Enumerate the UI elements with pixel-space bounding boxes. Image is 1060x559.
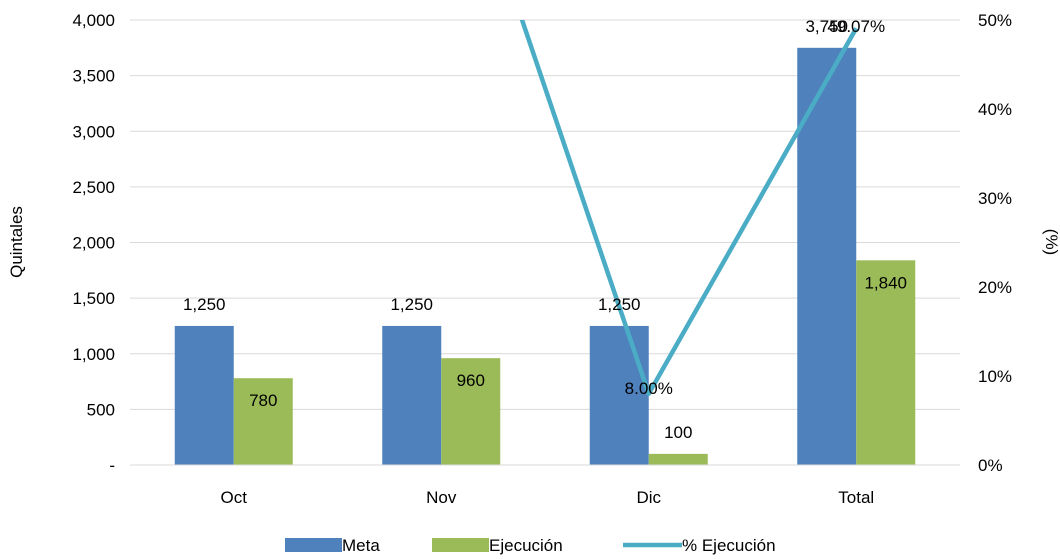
y2-tick-label: 50% <box>978 11 1012 30</box>
bar-data-label: 780 <box>249 391 277 410</box>
x-tick-label: Nov <box>426 488 457 507</box>
x-tick-label: Oct <box>221 488 248 507</box>
bar-meta <box>589 325 649 465</box>
bar-data-label: 1,250 <box>390 295 433 314</box>
legend-swatch <box>285 538 342 552</box>
legend-swatch <box>432 538 489 552</box>
y2-tick-label: 30% <box>978 189 1012 208</box>
y-axis-title: Quintales <box>7 206 26 278</box>
y-tick-label: 3,500 <box>72 67 115 86</box>
bar-meta <box>382 325 442 465</box>
axes: - 500 1,000 1,500 2,000 2,500 3,000 3,500 4,000 0… <box>72 11 1012 507</box>
y2-tick-label: 10% <box>978 367 1012 386</box>
bar-data-label: 1,250 <box>598 295 641 314</box>
line-data-label: 8.00% <box>625 379 673 398</box>
x-tick-label: Dic <box>636 488 661 507</box>
legend-label: Meta <box>342 536 380 555</box>
y-tick-label: 3,000 <box>72 122 115 141</box>
legend-label: % Ejecución <box>682 536 776 555</box>
legend: Meta Ejecución % Ejecución <box>285 536 776 555</box>
bar-data-label: 960 <box>457 371 485 390</box>
gridlines <box>130 19 960 410</box>
bar-data-label: 1,250 <box>183 295 226 314</box>
line-group <box>519 20 859 397</box>
y-tick-label: - <box>109 456 115 475</box>
line-series-ejecucion-pct <box>519 20 859 397</box>
bar-data-label: 1,840 <box>864 273 907 292</box>
bar-ejecución <box>441 358 501 465</box>
y-tick-label: 4,000 <box>72 11 115 30</box>
y-tick-label: 1,000 <box>72 345 115 364</box>
bar-data-label: 3,750 <box>805 17 848 36</box>
legend-label: Ejecución <box>489 536 563 555</box>
data-label-group: 1,250 1,250 1,250 3,750 780 960 100 1,840 8.00% 4… <box>183 17 907 442</box>
bar-group <box>174 47 916 465</box>
bar-data-label: 100 <box>664 423 692 442</box>
y2-axis-title: (%) <box>1042 229 1060 255</box>
y-tick-label: 500 <box>87 400 115 419</box>
line-data-label: 49.07% <box>827 17 885 36</box>
bar-meta <box>797 47 857 465</box>
bar-meta <box>174 325 234 465</box>
bar-ejecución <box>648 453 708 465</box>
y2-tick-label: 20% <box>978 278 1012 297</box>
y-tick-label: 2,500 <box>72 178 115 197</box>
x-tick-label: Total <box>838 488 874 507</box>
y-tick-label: 1,500 <box>72 289 115 308</box>
bar-ejecución <box>856 260 916 465</box>
y-tick-label: 2,000 <box>72 234 115 253</box>
bar-ejecución <box>233 378 293 465</box>
y2-tick-label: 40% <box>978 100 1012 119</box>
y2-tick-label: 0% <box>978 456 1003 475</box>
